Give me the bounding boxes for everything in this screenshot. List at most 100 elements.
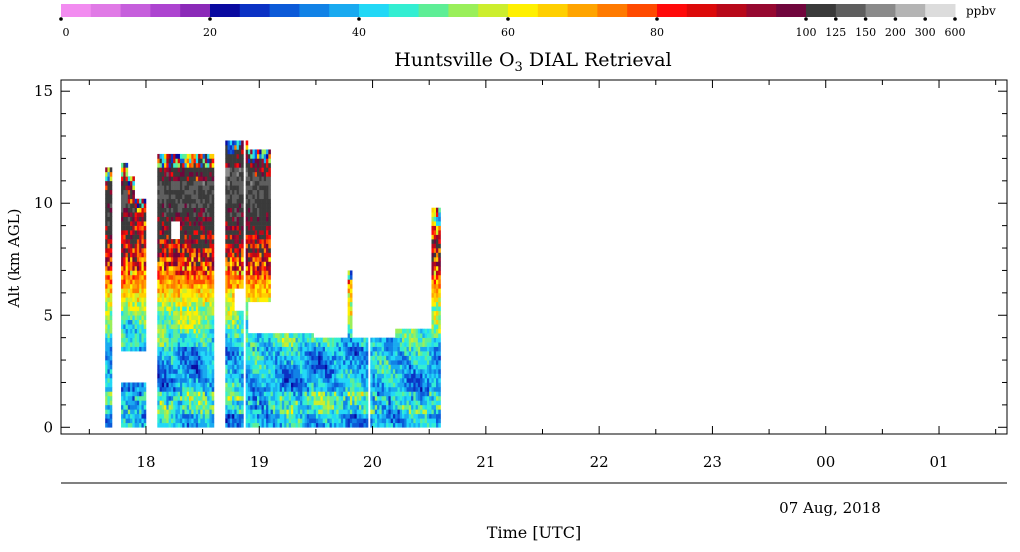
heatmap-cell (436, 252, 439, 258)
heatmap-cell (259, 400, 262, 406)
heatmap-cell (247, 248, 251, 253)
heatmap-cell (141, 279, 145, 285)
heatmap-cell (186, 176, 190, 182)
heatmap-cell (209, 400, 212, 406)
heatmap-cell (408, 382, 412, 388)
heatmap-cell (354, 342, 357, 347)
heatmap-cell (189, 171, 192, 177)
heatmap-cell (130, 207, 133, 213)
heatmap-cell (293, 346, 296, 352)
heatmap-cell (157, 319, 160, 325)
heatmap-cell (257, 158, 260, 164)
heatmap-cell (247, 333, 251, 338)
heatmap-cell (164, 221, 167, 226)
heatmap-cell (386, 404, 389, 410)
heatmap-cell (406, 328, 410, 334)
heatmap-cell (125, 306, 129, 312)
heatmap-cell (168, 346, 172, 352)
heatmap-cell (170, 270, 174, 276)
heatmap-cell (193, 386, 197, 392)
heatmap-cell (272, 369, 276, 374)
heatmap-cell (107, 207, 111, 213)
heatmap-cell (245, 360, 249, 365)
heatmap-cell (340, 342, 344, 347)
heatmap-cell (252, 185, 256, 191)
heatmap-cell (254, 391, 258, 397)
heatmap-cell (302, 386, 305, 392)
heatmap-cell (238, 355, 242, 361)
heatmap-cell (238, 158, 242, 164)
heatmap-cell (211, 158, 215, 164)
heatmap-cell (164, 176, 167, 182)
heatmap-cell (257, 360, 260, 365)
heatmap-cell (168, 360, 172, 365)
heatmap-cell (170, 337, 174, 343)
heatmap-cell (263, 297, 267, 303)
heatmap-cell (207, 422, 210, 428)
heatmap-cell (204, 248, 208, 253)
heatmap-cell (186, 391, 190, 397)
heatmap-cell (408, 377, 412, 383)
heatmap-cell (227, 351, 231, 356)
heatmap-cell (141, 248, 145, 253)
heatmap-cell (227, 158, 231, 164)
heatmap-cell (286, 377, 290, 383)
heatmap-cell (191, 194, 194, 200)
heatmap-cell (331, 360, 335, 365)
heatmap-cell (266, 261, 269, 267)
heatmap-cell (257, 153, 260, 159)
heatmap-cell (268, 369, 271, 374)
heatmap-cell (170, 382, 174, 388)
heatmap-cell (207, 207, 210, 213)
heatmap-cell (186, 418, 190, 424)
heatmap-cell (189, 153, 192, 159)
heatmap-cell (207, 153, 210, 159)
heatmap-cell (159, 180, 163, 186)
heatmap-cell (313, 409, 317, 415)
heatmap-cell (322, 360, 326, 365)
heatmap-cell (252, 265, 256, 271)
heatmap-cell (227, 140, 231, 146)
heatmap-cell (402, 364, 405, 370)
heatmap-cell (397, 364, 401, 370)
heatmap-cell (392, 409, 396, 415)
heatmap-cell (247, 283, 251, 289)
heatmap-cell (275, 391, 278, 397)
heatmap-cell (433, 265, 437, 271)
heatmap-cell (257, 355, 260, 361)
heatmap-cell (130, 391, 133, 397)
heatmap-cell (261, 364, 265, 370)
heatmap-cell (386, 418, 389, 424)
heatmap-cell (338, 351, 342, 356)
heatmap-cell (186, 377, 190, 383)
heatmap-cell (198, 261, 201, 267)
heatmap-cell (193, 418, 197, 424)
heatmap-cell (424, 346, 428, 352)
heatmap-cell (259, 257, 262, 262)
heatmap-cell (229, 310, 233, 316)
heatmap-cell (392, 355, 396, 361)
heatmap-cell (225, 216, 228, 222)
heatmap-cell (433, 360, 437, 365)
heatmap-cell (334, 422, 337, 428)
heatmap-cell (186, 355, 190, 361)
heatmap-cell (132, 333, 135, 338)
heatmap-cell (411, 391, 414, 397)
heatmap-cell (324, 369, 328, 374)
heatmap-cell (386, 386, 389, 392)
heatmap-cell (315, 351, 319, 356)
heatmap-cell (139, 252, 142, 258)
heatmap-cell (297, 346, 301, 352)
heatmap-cell (250, 176, 253, 182)
heatmap-cell (413, 391, 416, 397)
heatmap-cell (229, 279, 233, 285)
heatmap-cell (257, 274, 260, 280)
heatmap-cell (130, 230, 133, 235)
heatmap-cell (159, 270, 163, 276)
heatmap-cell (315, 369, 319, 374)
heatmap-cell (141, 409, 145, 415)
heatmap-cell (343, 395, 346, 401)
heatmap-cell (424, 418, 428, 424)
heatmap-cell (377, 377, 380, 383)
heatmap-cell (431, 400, 435, 406)
